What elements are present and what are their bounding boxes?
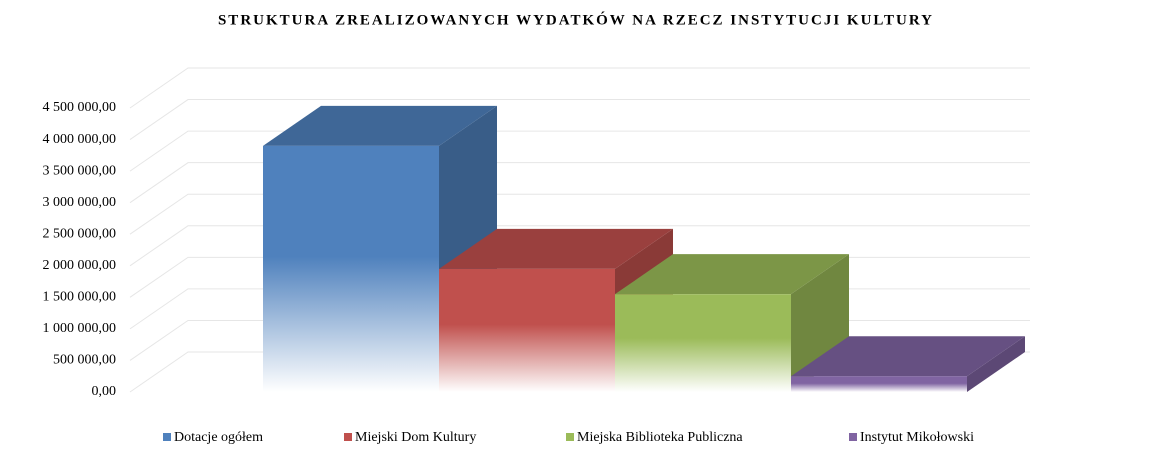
y-tick-label: 3 500 000,00 [43,163,117,178]
bar [791,376,967,392]
bar [439,268,615,392]
y-tick-label: 1 500 000,00 [43,290,117,305]
legend-swatch [566,433,574,441]
grid-line [129,130,1030,172]
grid-line [129,162,1030,204]
y-tick-label: 4 000 000,00 [43,132,117,147]
chart-title: STRUKTURA ZREALIZOWANYCH WYDATKÓW NA RZE… [218,11,934,28]
bar [615,294,791,392]
grid-line [129,99,1030,140]
bar-top [615,254,849,295]
y-tick-label: 4 500 000,00 [43,100,117,115]
legend-swatch [163,433,171,441]
grid-line [129,193,1030,235]
legend-swatch [849,433,857,441]
bar [263,145,439,392]
bar-top [263,105,497,146]
legend-label: Dotacje ogółem [174,430,263,445]
y-tick-label: 500 000,00 [53,353,116,368]
legend-swatch [344,433,352,441]
legend-label: Miejska Biblioteka Publiczna [577,430,743,445]
legend-label: Miejski Dom Kultury [355,430,476,445]
bar-top [791,336,1025,377]
grid-line [129,67,1030,109]
bar-side [967,336,1025,392]
y-tick-label: 0,00 [92,384,117,399]
legend-label: Instytut Mikołowski [860,430,974,445]
bar-top [439,228,673,269]
grid-line [129,225,1030,267]
y-tick-label: 3 000 000,00 [43,195,117,210]
y-tick-label: 1 000 000,00 [43,321,117,336]
y-tick-label: 2 500 000,00 [43,226,117,241]
y-tick-label: 2 000 000,00 [43,258,117,273]
